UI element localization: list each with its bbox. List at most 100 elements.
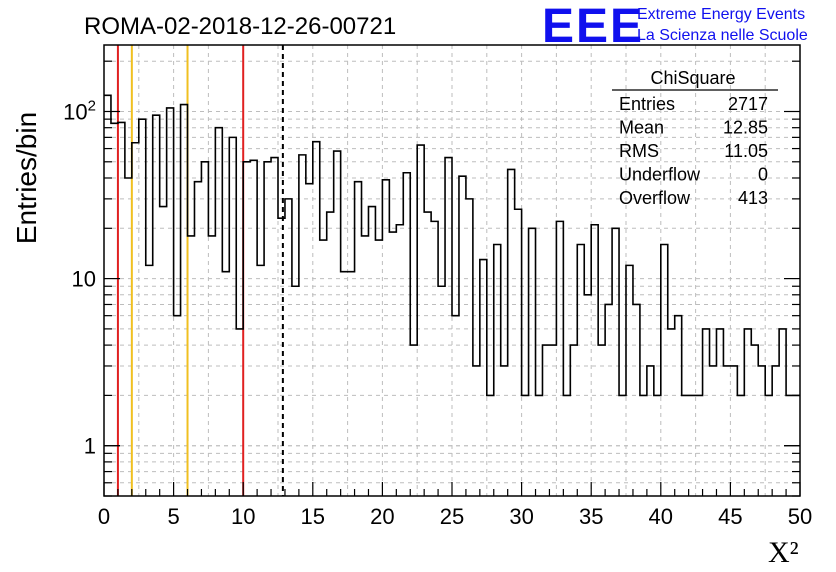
histogram-bin (111, 123, 118, 496)
logo-mark: EEE (542, 0, 644, 53)
stats-box: ChiSquare Entries 2717 Mean 12.85 RMS 11.05 Un… (612, 68, 778, 208)
histogram-bin (355, 182, 362, 496)
x-tick-label: 40 (649, 504, 673, 529)
histogram-bin (542, 345, 549, 496)
stats-value: 11.05 (724, 141, 768, 161)
histogram-bin (341, 272, 348, 496)
histogram-bin (278, 218, 285, 496)
histogram-bin (584, 295, 591, 496)
histogram-bin (598, 345, 605, 496)
histogram-bin (522, 395, 529, 496)
y-tick-label: 102 (63, 97, 96, 124)
histogram-bin (730, 366, 737, 496)
histogram-bin (626, 265, 633, 496)
x-tick-label: 10 (231, 504, 255, 529)
x-tick-label: 20 (370, 504, 394, 529)
histogram-bin (174, 316, 181, 496)
stats-label: Underflow (619, 165, 701, 185)
histogram-bin (765, 395, 772, 496)
x-tick-label: 35 (579, 504, 603, 529)
stats-label: Overflow (619, 188, 691, 208)
histogram-bin (299, 155, 306, 496)
histogram-bin (194, 182, 201, 496)
y-tick-label: 10 (72, 267, 96, 292)
histogram-bin (563, 395, 570, 496)
histogram-bin (271, 158, 278, 496)
stats-value: 12.85 (723, 118, 768, 138)
histogram-bin (452, 316, 459, 496)
histogram-bin (758, 366, 765, 496)
stats-label: RMS (619, 141, 659, 161)
histogram-bin (424, 212, 431, 496)
histogram-bin (779, 329, 786, 496)
histogram-bin (382, 180, 389, 496)
histogram-bin (160, 207, 167, 496)
histogram-bin (396, 225, 403, 496)
histogram-bin (285, 199, 292, 496)
histogram-bin (703, 329, 710, 496)
histogram-bin (515, 209, 522, 496)
histogram-bin (215, 128, 222, 496)
stats-value: 413 (738, 188, 768, 208)
histogram-bin (403, 173, 410, 496)
x-tick-label: 30 (509, 504, 533, 529)
x-axis-label: X² (768, 536, 799, 569)
histogram-bin (438, 286, 445, 496)
histogram-bin (466, 199, 473, 496)
histogram-bin (125, 178, 132, 496)
histogram-bin (751, 345, 758, 496)
histogram-bin (306, 184, 313, 496)
logo-line-2: La Scienza nelle Scuole (637, 27, 808, 44)
histogram-bin (501, 366, 508, 496)
stats-rows: Entries 2717 Mean 12.85 RMS 11.05 Underflow 0 Ov… (619, 94, 768, 208)
histogram-bin (222, 272, 229, 496)
x-tick-label: 5 (167, 504, 179, 529)
histogram-bins (104, 94, 800, 496)
histogram-bin (508, 169, 515, 496)
histogram-bin (327, 212, 334, 496)
histogram-bin (556, 221, 563, 496)
histogram-bin (487, 395, 494, 496)
x-tick-label: 0 (98, 504, 110, 529)
histogram-bin (410, 345, 417, 496)
histogram-bin (188, 236, 195, 496)
histogram-bin (445, 158, 452, 496)
histogram-bin (570, 345, 577, 496)
histogram-bin (459, 176, 466, 496)
histogram-bin (264, 162, 271, 496)
histogram-bin (208, 236, 215, 496)
histogram-bin (668, 329, 675, 496)
histogram-bin (118, 122, 125, 496)
histogram-bin (362, 236, 369, 496)
histogram-bin (675, 316, 682, 496)
histogram-bin (132, 143, 139, 496)
histogram-bin (146, 265, 153, 496)
x-tick-label: 25 (440, 504, 464, 529)
histogram-bin (716, 329, 723, 496)
histogram-bin (431, 221, 438, 496)
histogram-bin (480, 260, 487, 496)
histogram-bin (201, 162, 208, 496)
histogram-bin (417, 145, 424, 496)
histogram-bin (368, 207, 375, 496)
histogram-bin (292, 286, 299, 496)
histogram-bin (494, 244, 501, 496)
x-tick-label: 50 (788, 504, 812, 529)
histogram-outline (104, 94, 800, 397)
histogram-bin (181, 105, 188, 496)
histogram-bin (375, 240, 382, 496)
histogram-bin (737, 395, 744, 496)
histogram-bin (689, 395, 696, 496)
histogram-bin (257, 265, 264, 496)
stats-value: 0 (758, 165, 768, 185)
stats-value: 2717 (728, 94, 768, 114)
histogram-bin (473, 366, 480, 496)
histogram-bin (529, 228, 536, 496)
histogram-bin (633, 304, 640, 496)
chart-title: ROMA-02-2018-12-26-00721 (84, 13, 396, 40)
histogram-bin (654, 395, 661, 496)
histogram-bin (640, 395, 647, 496)
stats-label: Entries (619, 94, 675, 114)
histogram-bin (313, 142, 320, 496)
histogram-bin (696, 395, 703, 496)
